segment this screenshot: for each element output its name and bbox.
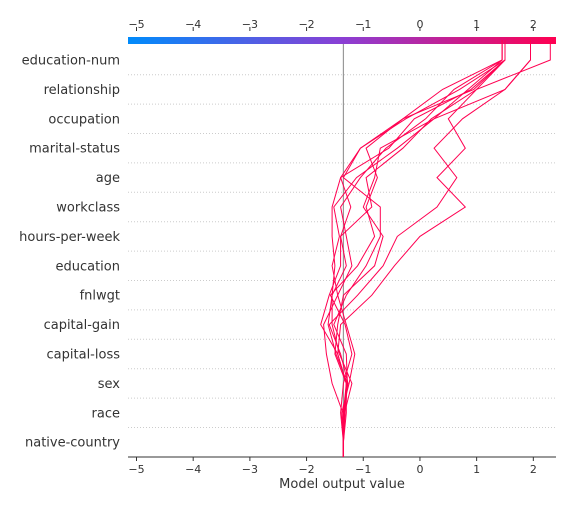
feature-label: race [92,406,120,421]
feature-label: hours-per-week [19,230,120,245]
top-axis: −5 −4 −3 −2 −1 0 1 2 [128,18,537,31]
feature-label: education-num [22,54,120,69]
feature-label: relationship [44,83,120,98]
series-line [331,40,506,457]
series-lines [320,40,551,457]
series-line [329,40,506,457]
x-axis-label: Model output value [279,477,405,492]
feature-labels: education-num relationship occupation marit… [19,54,120,451]
feature-label: occupation [48,112,120,127]
bottom-tick-label: 1 [473,463,480,476]
bottom-tick-label: 0 [416,463,423,476]
bottom-tick-label: −4 [185,463,201,476]
bottom-tick-label: −5 [128,463,144,476]
feature-label: capital-loss [47,348,121,363]
bottom-tick-label: −1 [355,463,371,476]
gridlines [128,74,556,428]
feature-label: sex [98,377,121,392]
top-tick-label: 2 [530,18,537,31]
series-line [328,40,531,457]
bottom-tick-label: 2 [530,463,537,476]
series-line [334,40,531,457]
feature-label: native-country [25,436,120,451]
top-tick-label: −5 [128,18,144,31]
top-tick-label: −3 [242,18,258,31]
top-tick-label: −2 [298,18,314,31]
series-line [323,40,503,457]
series-line [333,40,503,457]
top-tick-label: 1 [473,18,480,31]
top-tick-label: 0 [416,18,423,31]
feature-label: fnlwgt [80,289,120,304]
feature-label: workclass [56,201,120,216]
bottom-tick-label: −3 [242,463,258,476]
feature-label: capital-gain [44,318,120,333]
series-line [337,40,503,457]
top-tick-label: −1 [355,18,371,31]
bottom-tick-label: −2 [298,463,314,476]
bottom-axis: −5 −4 −3 −2 −1 0 1 2 [128,456,556,476]
feature-label: marital-status [29,142,120,157]
feature-label: education [55,259,120,274]
colorbar [128,37,556,44]
feature-label: age [96,171,120,186]
top-tick-label: −4 [185,18,201,31]
series-line [327,40,506,457]
series-line [337,40,551,457]
